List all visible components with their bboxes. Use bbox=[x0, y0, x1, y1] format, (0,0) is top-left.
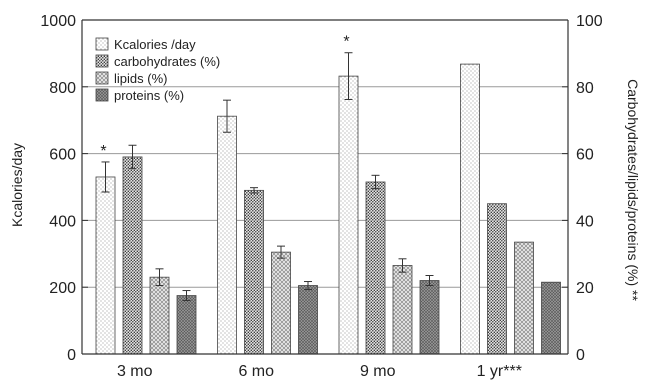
bar bbox=[392, 265, 413, 355]
right-tick-label: 100 bbox=[576, 13, 603, 30]
bar bbox=[271, 251, 291, 355]
x-tick-label: 3 mo bbox=[117, 363, 153, 380]
bars bbox=[95, 52, 561, 355]
left-tick-label: 800 bbox=[49, 80, 76, 97]
legend-swatch bbox=[95, 71, 109, 85]
right-tick-label: 60 bbox=[576, 147, 594, 164]
legend-label: proteins (%) bbox=[114, 88, 184, 103]
bar bbox=[122, 156, 143, 355]
left-tick-label: 1000 bbox=[40, 13, 76, 30]
legend-label: carbohydrates (%) bbox=[114, 54, 220, 69]
bar bbox=[460, 63, 480, 355]
left-axis-title: Kcalories/day bbox=[9, 143, 25, 227]
bar bbox=[149, 276, 170, 355]
bar bbox=[365, 181, 386, 355]
x-tick-label: 9 mo bbox=[360, 363, 396, 380]
legend: Kcalories /day carbohydrates (%) lipids (%… bbox=[95, 37, 220, 103]
plot-frame bbox=[81, 19, 569, 355]
x-axis-ticks: 3 mo 6 mo 9 mo 1 yr*** bbox=[117, 363, 522, 380]
significance-marker: * bbox=[343, 34, 349, 51]
bar bbox=[419, 280, 440, 355]
right-tick-label: 20 bbox=[576, 280, 594, 297]
bar bbox=[244, 189, 264, 355]
left-tick-label: 600 bbox=[49, 147, 76, 164]
legend-label: lipids (%) bbox=[114, 71, 167, 86]
right-axis-ticks: 0 20 40 60 80 100 bbox=[562, 13, 603, 364]
x-tick-label: 1 yr*** bbox=[477, 363, 522, 380]
left-tick-label: 400 bbox=[49, 213, 76, 230]
bar bbox=[541, 281, 561, 355]
significance-marker: * bbox=[100, 143, 106, 160]
x-tick-label: 6 mo bbox=[238, 363, 274, 380]
right-tick-label: 80 bbox=[576, 80, 594, 97]
legend-swatch bbox=[95, 54, 109, 68]
legend-swatch bbox=[95, 88, 109, 102]
right-axis-title: Carbohydrates/lipids/proteins (%) ** bbox=[625, 79, 641, 301]
bar bbox=[514, 241, 534, 355]
bar bbox=[338, 75, 359, 355]
left-tick-label: 200 bbox=[49, 280, 76, 297]
annotations: ** bbox=[100, 34, 349, 160]
left-axis-ticks: 0 200 400 600 800 1000 bbox=[40, 13, 88, 364]
legend-swatch bbox=[95, 37, 109, 51]
legend-label: Kcalories /day bbox=[114, 37, 196, 52]
bar bbox=[95, 176, 116, 355]
left-tick-label: 0 bbox=[67, 347, 76, 364]
bar bbox=[217, 115, 237, 355]
right-tick-label: 0 bbox=[576, 347, 585, 364]
grid-lines bbox=[82, 86, 568, 288]
bar bbox=[487, 203, 507, 355]
bar bbox=[176, 295, 197, 355]
right-tick-label: 40 bbox=[576, 213, 594, 230]
bar bbox=[298, 285, 318, 355]
